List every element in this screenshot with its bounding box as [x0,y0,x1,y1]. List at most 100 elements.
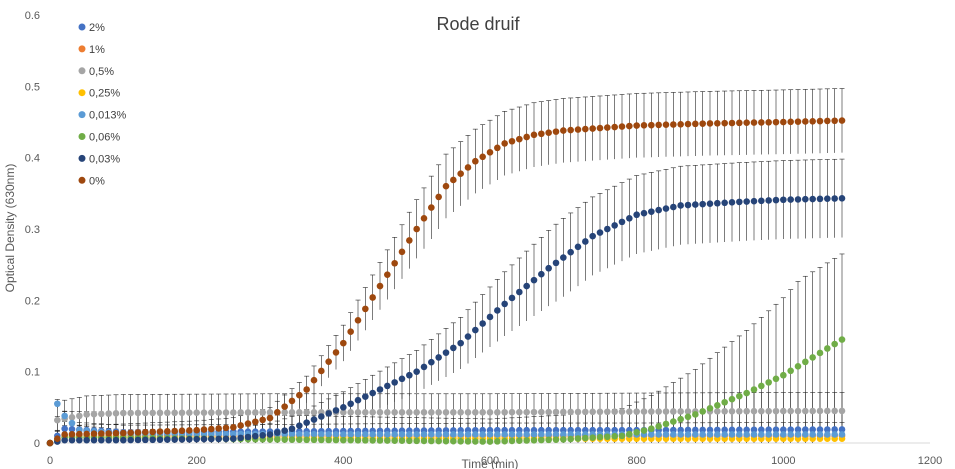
point-series-5 [831,340,838,348]
point-series-4 [684,431,692,438]
point-series-5 [670,418,677,425]
point-series-7 [560,127,567,134]
point-series-6 [582,238,589,245]
point-series-6 [310,416,318,423]
point-series-2 [721,408,728,415]
point-series-6 [486,313,494,321]
point-series-6 [736,198,743,206]
point-series-6 [413,368,420,375]
point-series-6 [134,436,142,444]
point-series-2 [758,407,765,415]
point-series-6 [479,320,486,327]
point-series-2 [574,408,582,416]
point-series-2 [384,409,391,416]
point-series-6 [83,436,90,444]
point-series-7 [706,120,714,127]
point-series-5 [296,436,303,443]
point-series-2 [149,409,156,417]
legend-marker [78,111,86,119]
point-series-5 [677,415,684,423]
point-series-0 [721,426,728,434]
point-series-2 [501,408,508,416]
point-series-7 [457,170,464,178]
point-series-0 [809,426,816,433]
point-series-2 [787,407,794,415]
point-series-6 [831,195,838,202]
point-series-7 [772,118,780,126]
point-series-2 [54,416,61,424]
point-series-5 [736,392,743,400]
point-series-2 [824,407,831,415]
point-series-6 [90,436,98,444]
point-series-0 [831,426,838,433]
point-series-7 [574,126,582,133]
point-series-2 [142,409,149,417]
point-series-6 [127,436,134,444]
point-series-2 [589,408,596,416]
point-series-0 [706,426,714,434]
point-series-2 [626,408,633,415]
point-series-2 [186,409,193,417]
point-series-7 [530,131,538,139]
point-series-7 [765,118,772,126]
legend-label: 2% [89,22,105,34]
point-series-4 [457,431,464,438]
point-series-6 [369,389,376,397]
point-series-6 [508,294,516,302]
point-series-2 [369,409,376,416]
point-series-2 [479,409,486,416]
point-series-5 [574,435,582,442]
point-series-4 [552,431,560,438]
point-series-4 [706,431,714,438]
point-series-6 [266,431,274,438]
point-series-4 [391,431,398,438]
point-series-4 [714,431,721,438]
point-series-2 [567,408,574,416]
point-series-2 [604,408,611,416]
legend-marker [78,45,86,53]
point-series-5 [288,436,296,443]
point-series-2 [662,408,670,415]
point-series-6 [112,436,120,444]
point-series-7 [758,119,765,126]
point-series-6 [457,339,464,347]
point-series-2 [98,410,105,418]
point-series-5 [772,375,780,383]
point-series-7 [134,429,142,436]
y-tick-label: 0.4 [25,153,40,165]
point-series-7 [435,193,442,201]
point-series-4 [824,431,831,438]
point-series-7 [611,123,618,131]
point-series-6 [758,197,765,205]
point-series-2 [684,408,692,415]
point-series-7 [384,271,391,278]
point-series-7 [596,124,604,132]
point-series-7 [633,122,640,129]
point-series-6 [120,436,127,444]
point-series-0 [61,425,68,433]
point-series-4 [809,431,816,438]
point-series-2 [794,407,802,415]
point-series-5 [435,437,442,445]
point-series-6 [303,419,310,426]
point-series-5 [824,345,831,352]
point-series-2 [391,409,398,416]
point-series-0 [780,426,787,433]
point-series-4 [347,431,354,438]
point-series-0 [758,426,765,434]
point-series-7 [208,425,215,433]
point-series-2 [200,409,208,416]
point-series-5 [457,437,464,445]
point-series-7 [120,429,127,437]
point-series-4 [516,431,523,438]
point-series-7 [501,140,508,147]
point-series-7 [142,428,149,436]
point-series-4 [442,431,450,438]
point-series-0 [714,426,721,434]
point-series-7 [714,119,721,127]
point-series-6 [750,197,758,205]
point-series-2 [552,408,560,416]
point-series-4 [420,431,428,438]
point-series-7 [838,117,846,124]
point-series-6 [244,433,252,441]
